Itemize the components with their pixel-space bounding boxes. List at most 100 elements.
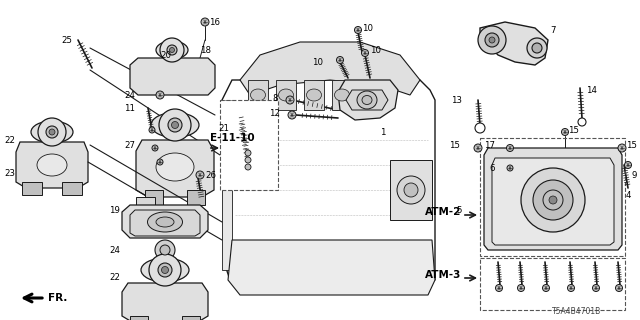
Text: 27: 27 [124,140,135,149]
Text: 14: 14 [586,85,597,94]
Polygon shape [122,283,208,320]
Polygon shape [130,58,215,95]
Polygon shape [145,190,163,205]
Polygon shape [62,182,82,195]
Circle shape [362,50,369,57]
Text: 26: 26 [205,171,216,180]
Text: 15: 15 [568,125,579,134]
Text: 24: 24 [124,91,135,100]
Ellipse shape [397,176,425,204]
Ellipse shape [31,121,73,143]
Circle shape [245,157,251,163]
Text: 8: 8 [273,93,278,102]
Text: 18: 18 [200,45,211,54]
Circle shape [38,118,66,146]
Text: 11: 11 [124,103,135,113]
Polygon shape [240,42,420,95]
Circle shape [625,162,632,169]
Text: 9: 9 [632,171,637,180]
Circle shape [495,284,502,292]
Circle shape [46,126,58,138]
Text: 5: 5 [456,205,462,214]
Text: 10: 10 [312,58,323,67]
Circle shape [478,26,506,54]
Text: 4: 4 [626,190,632,199]
Text: 20: 20 [160,51,171,60]
Text: 17: 17 [484,140,495,149]
Polygon shape [492,158,614,245]
Circle shape [167,45,177,55]
Circle shape [160,38,184,62]
Ellipse shape [250,89,266,101]
Text: 25: 25 [61,36,72,44]
Bar [220,100,278,190]
Text: FR.: FR. [48,293,67,303]
Polygon shape [187,190,205,205]
Circle shape [489,37,495,43]
Circle shape [170,47,175,52]
Polygon shape [222,80,435,280]
Circle shape [160,245,170,255]
Polygon shape [16,142,88,188]
Text: 12: 12 [269,108,280,117]
Circle shape [168,118,182,132]
Circle shape [172,122,179,129]
Bar [480,138,625,256]
Polygon shape [136,197,155,213]
Text: 1: 1 [380,127,385,137]
Circle shape [593,284,600,292]
Circle shape [149,254,181,286]
Circle shape [561,129,568,135]
Circle shape [618,144,626,152]
Circle shape [533,180,573,220]
Circle shape [288,111,296,119]
Ellipse shape [357,91,377,109]
Text: 22: 22 [109,274,120,283]
Polygon shape [390,160,432,220]
Text: 21: 21 [218,124,229,132]
Text: 10: 10 [362,23,373,33]
Circle shape [475,123,485,133]
Ellipse shape [156,153,194,181]
Text: ATM-2: ATM-2 [425,207,461,217]
Circle shape [158,263,172,277]
Polygon shape [22,182,42,195]
Text: 22: 22 [4,135,15,145]
Circle shape [245,150,251,156]
Ellipse shape [151,113,199,138]
Polygon shape [130,316,148,320]
Text: 10: 10 [370,45,381,54]
Polygon shape [130,210,200,236]
Polygon shape [276,80,296,110]
Ellipse shape [156,41,188,59]
Circle shape [286,96,294,104]
Text: 24: 24 [109,245,120,254]
Circle shape [337,57,344,63]
Polygon shape [346,90,388,110]
Text: 23: 23 [4,169,15,178]
Ellipse shape [156,217,174,227]
Polygon shape [122,205,208,238]
Circle shape [49,129,55,135]
Text: 15: 15 [449,140,460,149]
Text: 16: 16 [209,18,220,27]
Polygon shape [332,80,352,110]
Text: 7: 7 [550,26,556,35]
Ellipse shape [141,258,189,282]
Bar [480,258,625,310]
Circle shape [155,240,175,260]
Circle shape [616,284,623,292]
Circle shape [543,190,563,210]
Polygon shape [248,80,268,110]
Ellipse shape [335,89,349,101]
Polygon shape [480,22,548,65]
Text: 6: 6 [490,164,495,172]
Polygon shape [182,316,200,320]
Circle shape [355,27,362,34]
Circle shape [485,33,499,47]
Circle shape [156,91,164,99]
Ellipse shape [404,183,418,197]
Circle shape [474,144,482,152]
Text: 15: 15 [626,140,637,149]
Text: E-11-10: E-11-10 [210,133,255,143]
